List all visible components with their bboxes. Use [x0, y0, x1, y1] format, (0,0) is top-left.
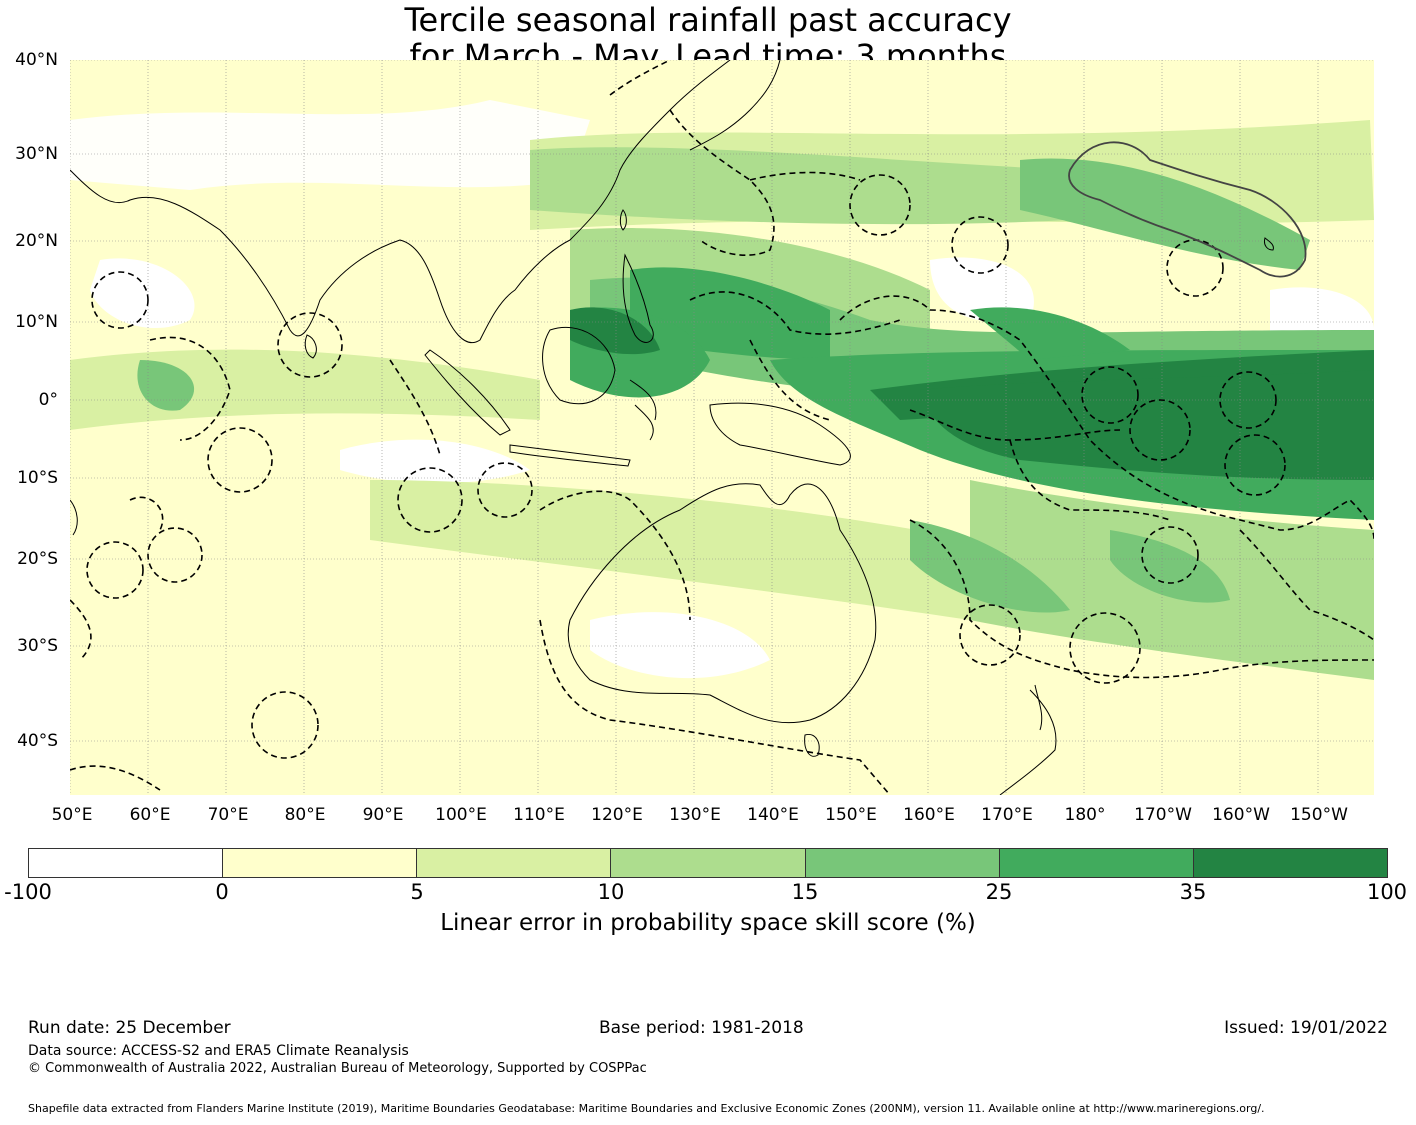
lat-label-30n: 30°N [15, 144, 58, 164]
taiwan-coastline [619, 209, 627, 231]
lon-label-160e: 160°E [903, 805, 955, 825]
map-canvas [70, 60, 1374, 795]
new-zealand-coastline [999, 684, 1057, 795]
colorbar-segment [611, 849, 806, 877]
colorbar-tick: 25 [985, 880, 1013, 904]
lat-label-40n: 40°N [15, 50, 58, 70]
lat-label-10n: 10°N [15, 312, 58, 332]
colorbar-segment [223, 849, 418, 877]
lon-label-80e: 80°E [284, 805, 326, 825]
lat-label-20s: 20°S [17, 549, 58, 569]
lon-label-100e: 100°E [435, 805, 487, 825]
lon-label-90e: 90°E [362, 805, 404, 825]
colorbar-tick: 10 [597, 880, 625, 904]
sulawesi-coastline [629, 379, 657, 441]
lon-label-70e: 70°E [207, 805, 249, 825]
colorbar-segment [417, 849, 612, 877]
graticule [70, 60, 1374, 795]
colorbar-tick: 0 [215, 880, 229, 904]
lon-label-170e: 170°E [981, 805, 1033, 825]
borneo-coastline [542, 326, 616, 405]
colorbar-segment [29, 849, 224, 877]
colorbar-label: Linear error in probability space skill … [440, 910, 976, 936]
colorbar [28, 848, 1388, 878]
copyright: © Commonwealth of Australia 2022, Austra… [28, 1061, 647, 1076]
sri-lanka-coastline [304, 334, 317, 359]
lon-label-160w: 160°W [1212, 805, 1270, 825]
colorbar-tick: 35 [1179, 880, 1207, 904]
sumatra-coastline [424, 349, 511, 436]
madagascar-coastline [70, 499, 78, 536]
java-coastline [509, 444, 631, 467]
colorbar-tick: -100 [4, 880, 52, 904]
lat-label-20n: 20°N [15, 231, 58, 251]
asia-coastline [70, 60, 731, 343]
base-period: Base period: 1981-2018 [599, 1018, 804, 1038]
hawaii-coastline [1264, 237, 1274, 251]
lon-label-170w: 170°W [1134, 805, 1192, 825]
colorbar-tick: 15 [791, 880, 819, 904]
skill-score-shading [70, 60, 1374, 795]
lon-label-140e: 140°E [747, 805, 799, 825]
data-source: Data source: ACCESS-S2 and ERA5 Climate … [28, 1043, 409, 1059]
run-date: Run date: 25 December [28, 1018, 231, 1038]
lon-label-150e: 150°E [825, 805, 877, 825]
lon-label-180: 180° [1064, 805, 1106, 825]
colorbar-segment [999, 849, 1194, 877]
tasmania-coastline [804, 733, 820, 757]
australia-coastline [567, 483, 877, 724]
philippines-coastline [622, 253, 654, 343]
lat-label-10s: 10°S [17, 468, 58, 488]
lon-label-110e: 110°E [513, 805, 565, 825]
marine-monument-boundary [1068, 141, 1307, 278]
colorbar-segment [805, 849, 1000, 877]
title-line-1: Tercile seasonal rainfall past accuracy [404, 1, 1012, 39]
lon-label-120e: 120°E [591, 805, 643, 825]
colorbar-tick: 5 [410, 880, 424, 904]
skill-score-map [70, 60, 1374, 795]
lat-label-0: 0° [38, 390, 58, 410]
colorbar-segment [1193, 849, 1387, 877]
lat-label-40s: 40°S [17, 731, 58, 751]
issued-date: Issued: 19/01/2022 [1224, 1018, 1388, 1038]
new-guinea-coastline [709, 402, 851, 466]
lon-label-50e: 50°E [51, 805, 93, 825]
eez-boundaries [70, 60, 1374, 795]
lon-label-130e: 130°E [669, 805, 721, 825]
lon-label-150w: 150°W [1290, 805, 1348, 825]
lat-label-30s: 30°S [17, 636, 58, 656]
lon-label-60e: 60°E [129, 805, 171, 825]
colorbar-tick: 100 [1366, 880, 1408, 904]
coastlines [70, 60, 1274, 795]
shapefile-credit: Shapefile data extracted from Flanders M… [28, 1102, 1265, 1115]
japan-coastline [689, 60, 781, 151]
